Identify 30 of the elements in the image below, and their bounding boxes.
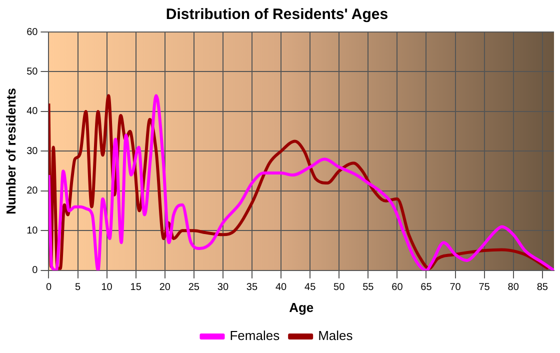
y-tick-label: 40 (26, 106, 38, 118)
x-tick-label: 15 (130, 282, 142, 294)
y-tick-label: 10 (26, 225, 38, 236)
x-tick-label: 45 (304, 282, 316, 294)
chart-title: Distribution of Residents' Ages (166, 6, 388, 24)
y-tick-label: 30 (26, 146, 38, 157)
y-tick-label: 60 (26, 26, 38, 38)
x-tick-label: 55 (362, 282, 374, 294)
y-tick-label: 50 (26, 66, 38, 78)
x-tick-label: 50 (334, 282, 346, 294)
x-tick-label: 10 (101, 282, 113, 294)
x-tick-label: 60 (392, 282, 404, 294)
y-tick-label: 20 (26, 186, 38, 197)
legend-label: Females (230, 328, 280, 344)
x-axis-title: Age (289, 300, 314, 315)
y-tick-label: 0 (32, 265, 38, 276)
x-tick-label: 35 (246, 282, 258, 294)
legend-label: Males (318, 328, 354, 344)
x-tick-label: 30 (217, 282, 229, 294)
x-tick-label: 65 (420, 282, 432, 294)
x-tick-label: 20 (159, 282, 171, 294)
x-tick-label: 70 (450, 282, 462, 294)
x-tick-label: 40 (275, 282, 288, 294)
x-tick-label: 80 (508, 282, 520, 294)
x-tick-label: 75 (478, 282, 490, 294)
x-tick-label: 25 (188, 282, 200, 294)
x-tick-label: 5 (74, 282, 81, 294)
y-axis-title: Number of residents (3, 88, 18, 214)
x-tick-label: 85 (536, 282, 548, 294)
x-tick-label: 0 (46, 282, 52, 294)
